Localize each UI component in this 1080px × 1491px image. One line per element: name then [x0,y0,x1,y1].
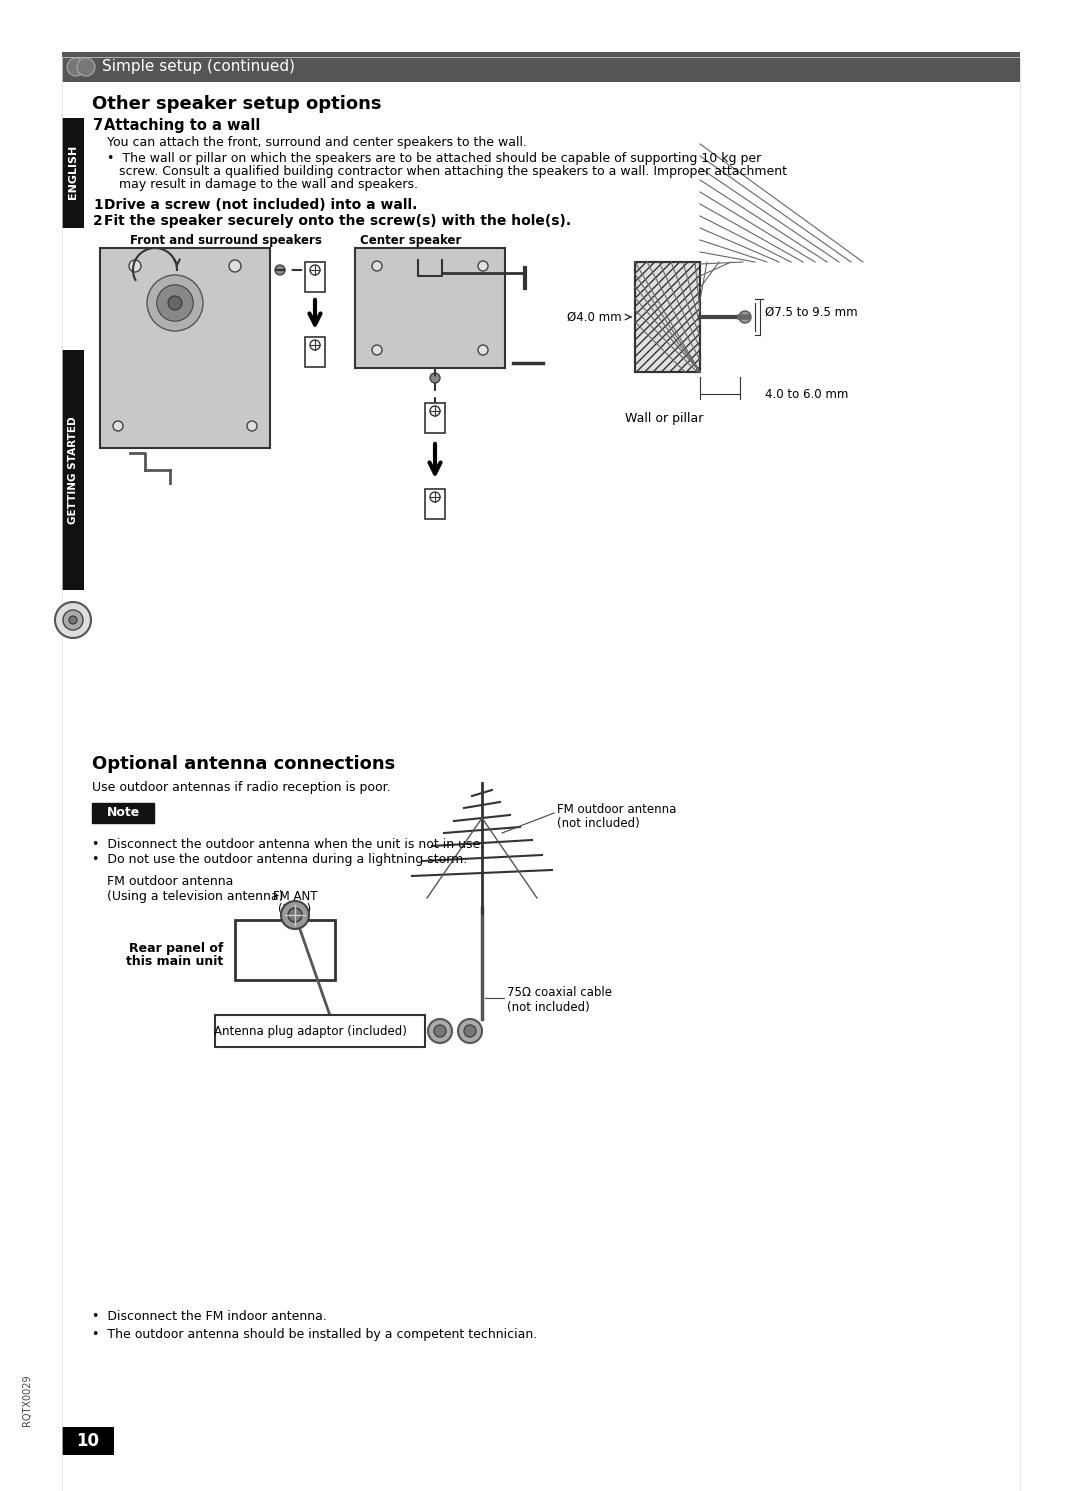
Text: 2: 2 [93,215,103,228]
Text: •  Do not use the outdoor antenna during a lightning storm.: • Do not use the outdoor antenna during … [92,853,468,866]
Text: Note: Note [106,807,139,820]
Circle shape [55,602,91,638]
Text: Attaching to a wall: Attaching to a wall [104,118,260,133]
Text: Rear panel of: Rear panel of [129,942,222,956]
Text: Use outdoor antennas if radio reception is poor.: Use outdoor antennas if radio reception … [92,781,391,795]
Circle shape [168,297,183,310]
Text: GETTING STARTED: GETTING STARTED [68,416,78,523]
Text: 7: 7 [93,118,103,133]
Text: Ø4.0 mm: Ø4.0 mm [567,310,622,324]
Circle shape [478,344,488,355]
Circle shape [229,259,241,271]
Bar [100,248,270,447]
Circle shape [434,1024,446,1038]
Text: 4.0 to 6.0 mm: 4.0 to 6.0 mm [765,388,849,401]
Bar [426,489,445,519]
Circle shape [281,901,309,929]
Text: •  The outdoor antenna should be installed by a competent technician.: • The outdoor antenna should be installe… [92,1328,537,1340]
Text: •  The wall or pillar on which the speakers are to be attached should be capable: • The wall or pillar on which the speake… [107,152,761,166]
Text: 1: 1 [93,198,103,212]
Text: Front and surround speakers: Front and surround speakers [130,234,322,248]
Text: Center speaker: Center speaker [360,234,461,248]
Circle shape [67,58,85,76]
Circle shape [77,58,95,76]
Text: this main unit: this main unit [125,956,222,968]
Bar [62,52,1020,82]
Text: ENGLISH: ENGLISH [68,145,78,200]
Circle shape [288,908,302,921]
Bar [305,337,325,367]
Bar [235,920,335,980]
Circle shape [113,420,123,431]
Circle shape [428,1018,453,1044]
Text: Simple setup (continued): Simple setup (continued) [102,60,295,75]
Circle shape [739,312,751,324]
Circle shape [372,261,382,271]
Text: •  Disconnect the FM indoor antenna.: • Disconnect the FM indoor antenna. [92,1311,327,1323]
Circle shape [430,373,440,383]
Text: Optional antenna connections: Optional antenna connections [92,754,395,772]
Circle shape [63,610,83,631]
Circle shape [458,1018,482,1044]
Text: may result in damage to the wall and speakers.: may result in damage to the wall and spe… [107,177,418,191]
Bar [426,403,445,432]
Text: FM outdoor antenna: FM outdoor antenna [557,804,676,816]
Circle shape [129,259,141,271]
Text: Fit the speaker securely onto the screw(s) with the hole(s).: Fit the speaker securely onto the screw(… [104,215,571,228]
Bar [305,262,325,292]
Text: FM outdoor antenna: FM outdoor antenna [107,875,233,889]
Bar [635,262,700,371]
Bar [355,248,505,368]
Bar [635,262,700,371]
Circle shape [275,265,285,274]
Text: •  Disconnect the outdoor antenna when the unit is not in use.: • Disconnect the outdoor antenna when th… [92,838,484,851]
Text: 10: 10 [77,1431,99,1451]
Bar [62,1427,114,1455]
Bar [92,804,154,823]
Bar [215,1015,426,1047]
Text: (75Ω): (75Ω) [279,904,312,915]
Text: Antenna plug adaptor (included): Antenna plug adaptor (included) [214,1024,406,1038]
Circle shape [372,344,382,355]
Circle shape [478,261,488,271]
Circle shape [247,420,257,431]
Circle shape [147,274,203,331]
Text: Drive a screw (not included) into a wall.: Drive a screw (not included) into a wall… [104,198,417,212]
Bar [62,350,84,590]
Text: (not included): (not included) [557,817,639,830]
Text: screw. Consult a qualified building contractor when attaching the speakers to a : screw. Consult a qualified building cont… [107,166,787,177]
Text: 75Ω coaxial cable: 75Ω coaxial cable [507,986,612,999]
Circle shape [464,1024,476,1038]
Text: RQTX0029: RQTX0029 [22,1375,32,1425]
Text: FM ANT: FM ANT [273,890,318,904]
Bar [62,118,84,228]
Text: Ø7.5 to 9.5 mm: Ø7.5 to 9.5 mm [765,306,858,319]
Text: Wall or pillar: Wall or pillar [625,412,703,425]
Circle shape [69,616,77,625]
Circle shape [157,285,193,321]
Text: Other speaker setup options: Other speaker setup options [92,95,381,113]
Text: You can attach the front, surround and center speakers to the wall.: You can attach the front, surround and c… [107,136,527,149]
Text: (Using a television antenna): (Using a television antenna) [107,890,283,904]
Text: (not included): (not included) [507,1000,590,1014]
